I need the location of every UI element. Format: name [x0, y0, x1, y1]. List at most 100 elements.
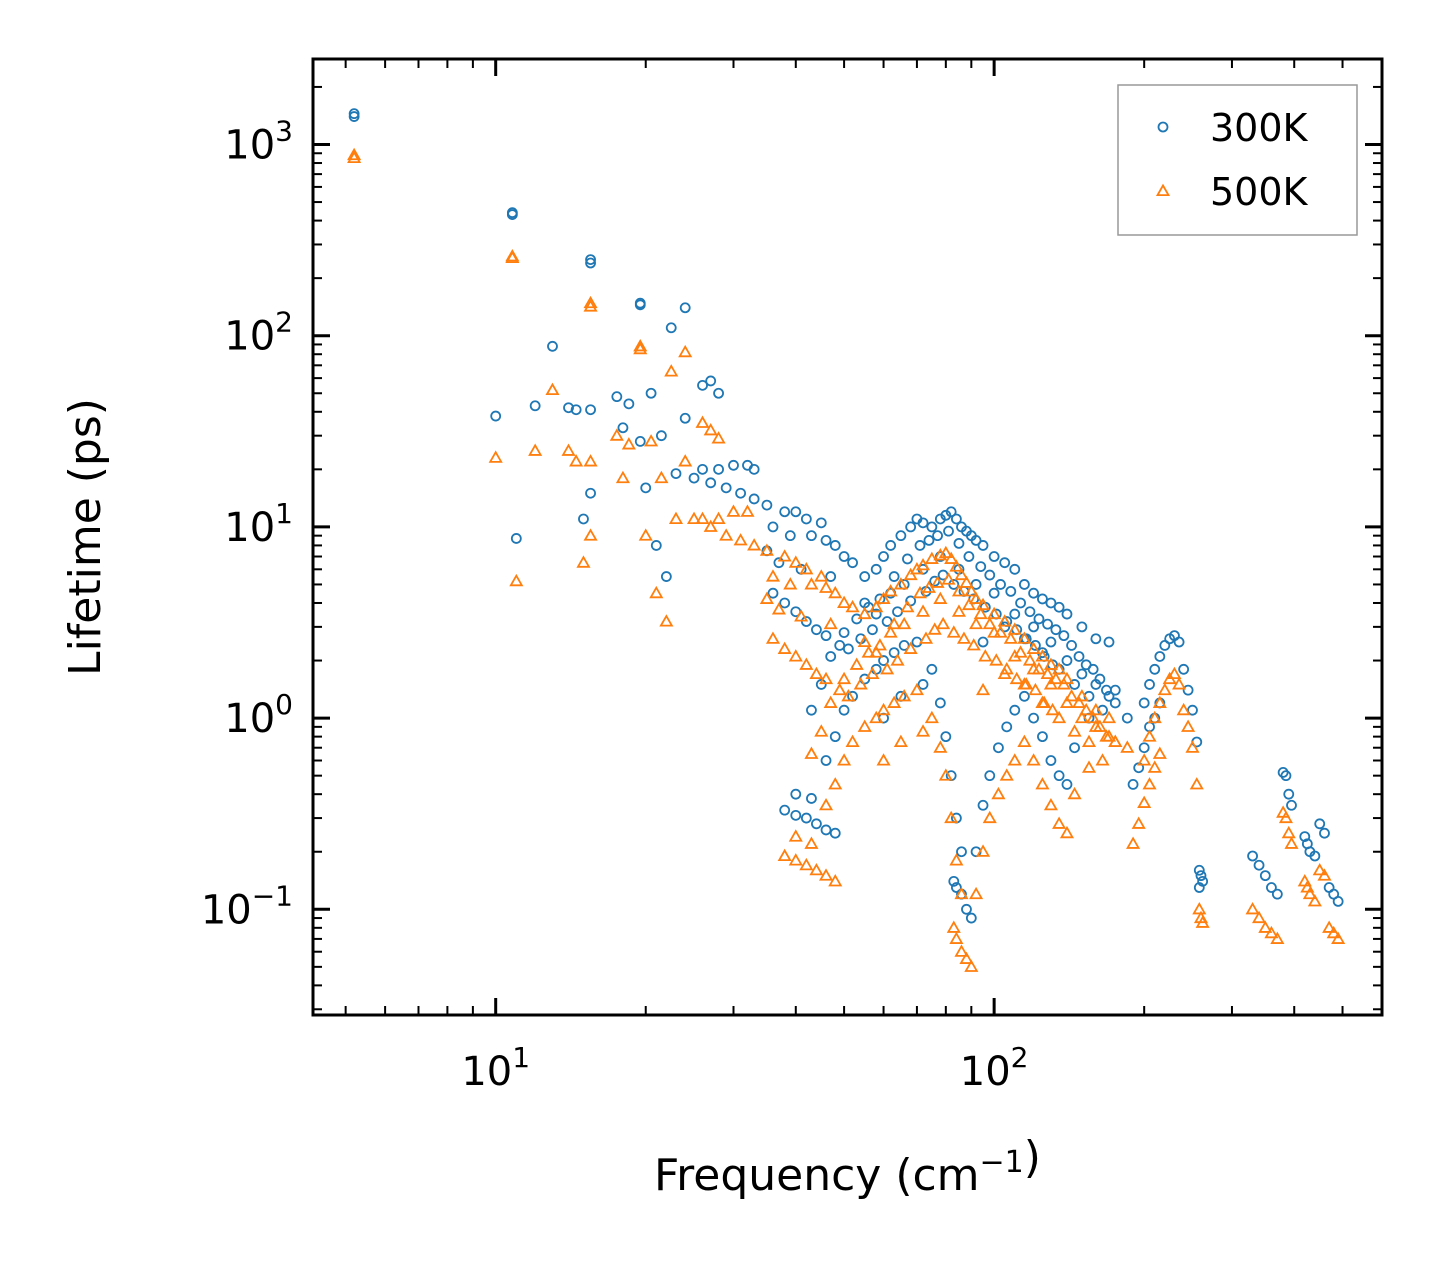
data-point: [1061, 655, 1073, 666]
data-point: [585, 487, 596, 499]
data-point: [1074, 688, 1089, 702]
data-point: [1001, 721, 1013, 733]
data-point: [1007, 753, 1022, 766]
data-point: [823, 695, 838, 708]
data-point: [1101, 684, 1112, 696]
data-point: [1302, 886, 1317, 900]
data-point: [948, 875, 960, 887]
data-point: [720, 482, 732, 494]
data-point: [837, 595, 852, 609]
data-point: [711, 511, 726, 525]
data-point: [347, 147, 362, 161]
data-point: [915, 604, 931, 617]
data-point: [800, 513, 812, 525]
data-point: [934, 697, 946, 709]
data-point: [933, 591, 948, 604]
data-point: [1152, 695, 1167, 708]
data-point: [1284, 836, 1299, 849]
data-point: [915, 724, 931, 737]
data-point: [977, 799, 989, 811]
data-point: [930, 575, 945, 588]
data-point: [773, 557, 785, 569]
data-point: [1028, 712, 1040, 724]
data-point: [678, 344, 693, 358]
data-point: [984, 770, 996, 782]
data-point: [978, 649, 993, 662]
data-point: [748, 493, 760, 505]
data-point: [1195, 915, 1210, 928]
data-point: [563, 402, 574, 414]
data-point: [1037, 731, 1048, 743]
data-point: [1017, 734, 1032, 748]
data-point: [837, 671, 852, 685]
data-point: [809, 862, 824, 876]
x-tick-labels: 101 102: [461, 1041, 1028, 1095]
data-point: [893, 577, 908, 590]
data-point: [1271, 888, 1283, 900]
data-point: [634, 297, 646, 309]
data-point: [834, 640, 846, 651]
data-point: [804, 836, 819, 849]
data-point: [825, 571, 837, 582]
data-point: [1197, 875, 1209, 887]
data-point: [1031, 661, 1047, 675]
data-point: [984, 569, 996, 581]
x-tick-label: 102: [960, 1041, 1029, 1095]
data-point: [940, 509, 952, 521]
data-point: [970, 579, 982, 590]
data-point: [838, 704, 850, 716]
data-point: [1178, 663, 1190, 675]
axes-frame: [311, 57, 1384, 1017]
data-point: [820, 824, 832, 836]
data-point: [1026, 641, 1041, 654]
data-point: [1277, 766, 1289, 778]
data-point: [917, 679, 929, 690]
data-point: [777, 848, 792, 862]
data-point: [1059, 695, 1075, 708]
y-tick-label: 100: [224, 688, 293, 742]
data-point: [969, 591, 984, 604]
data-point: [869, 710, 884, 724]
data-point: [705, 375, 717, 387]
y-tick-label: 103: [224, 114, 293, 168]
data-point: [815, 517, 827, 529]
data-point: [811, 624, 822, 636]
data-point: [932, 530, 943, 542]
data-point: [1052, 710, 1067, 724]
data-point: [617, 422, 629, 434]
data-point: [1035, 777, 1050, 790]
data-point: [820, 630, 832, 642]
data-point: [1144, 679, 1155, 690]
data-point: [509, 573, 524, 587]
data-point: [1142, 777, 1157, 790]
data-point: [1173, 636, 1185, 648]
data-point: [1332, 895, 1344, 907]
data-point: [1035, 649, 1050, 662]
data-point: [1030, 640, 1041, 651]
data-point: [977, 636, 989, 648]
data-point: [917, 517, 929, 529]
data-point: [951, 584, 967, 597]
data-point: [1245, 901, 1260, 915]
data-point: [545, 382, 560, 396]
data-point: [645, 387, 657, 399]
data-point: [621, 437, 636, 450]
data-point: [876, 591, 891, 604]
data-point: [905, 595, 917, 607]
legend-marker: [1155, 183, 1171, 197]
data-point: [818, 868, 834, 881]
data-point: [814, 724, 829, 737]
data-point: [576, 555, 591, 568]
data-point: [933, 548, 948, 561]
data-point: [938, 545, 953, 559]
data-point: [767, 521, 779, 533]
data-point: [838, 627, 850, 638]
data-point: [1015, 597, 1026, 609]
data-point: [951, 604, 967, 617]
data-point: [923, 534, 935, 546]
data-point: [893, 734, 908, 748]
data-point: [688, 472, 700, 484]
data-point: [961, 903, 972, 915]
data-point: [1172, 677, 1187, 690]
data-point: [924, 710, 939, 724]
